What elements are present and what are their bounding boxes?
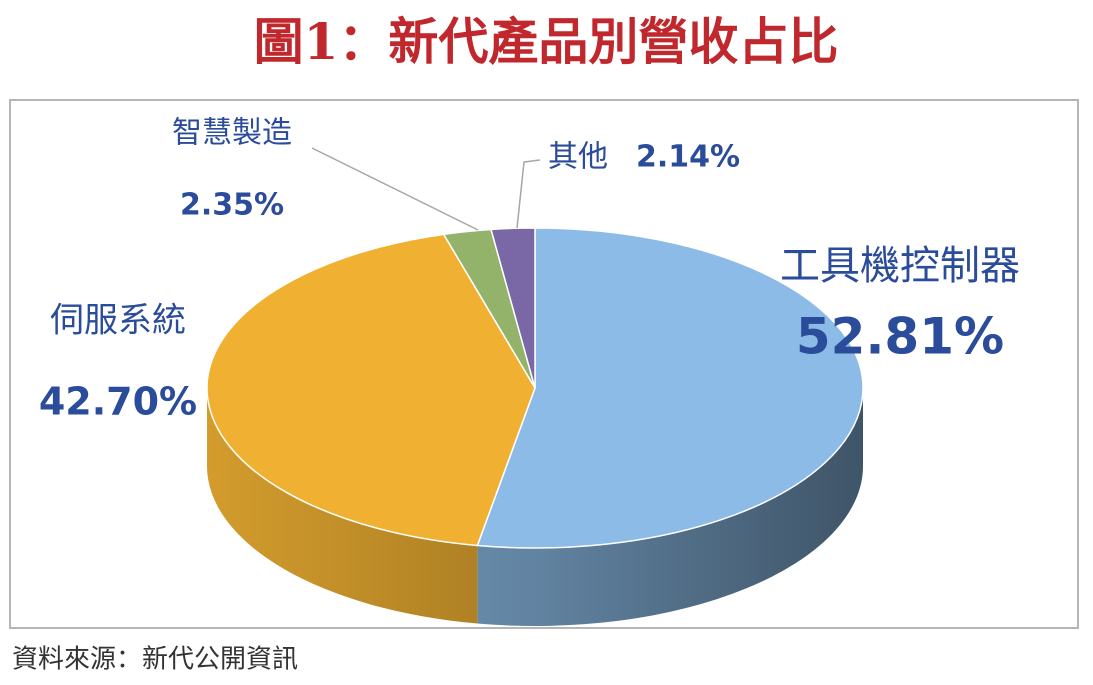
leader-line [311,147,479,231]
slice-value-label: 52.81% [796,308,1004,366]
slice [206,233,536,547]
slice-value-label: 42.70% [39,380,197,424]
slice-value-label: 2.35% [180,188,284,223]
slice-category-label: 智慧製造 [172,116,292,151]
labels: 工具機控制器 52.81% 伺服系統 42.70% 智慧製造 2.35% 其他 2.14% [39,116,1020,424]
slice-value-label: 2.14% [636,140,740,175]
slice-category-label: 其他 [548,140,608,175]
slice [490,227,536,389]
slice-category-label: 伺服系統 [50,301,186,341]
source-note: 資料來源：新代公開資訊 [12,645,298,675]
slice-category-label: 工具機控制器 [780,243,1020,289]
chart-title: 圖1：新代產品別營收占比 [254,12,839,71]
slice [476,227,864,549]
chart-frame [9,99,1079,629]
slice-side-shade [477,388,863,627]
slice-side-shade [207,388,478,624]
leader-line [516,159,541,229]
pie [206,227,864,627]
